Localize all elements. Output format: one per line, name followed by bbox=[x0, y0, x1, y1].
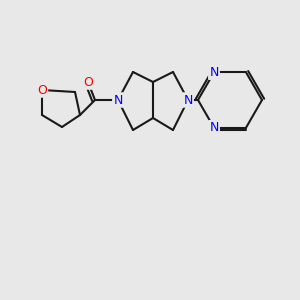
Text: O: O bbox=[37, 83, 47, 97]
Text: N: N bbox=[113, 94, 123, 106]
Text: N: N bbox=[209, 66, 219, 79]
Text: N: N bbox=[209, 121, 219, 134]
Text: O: O bbox=[83, 76, 93, 88]
Text: N: N bbox=[183, 94, 193, 106]
